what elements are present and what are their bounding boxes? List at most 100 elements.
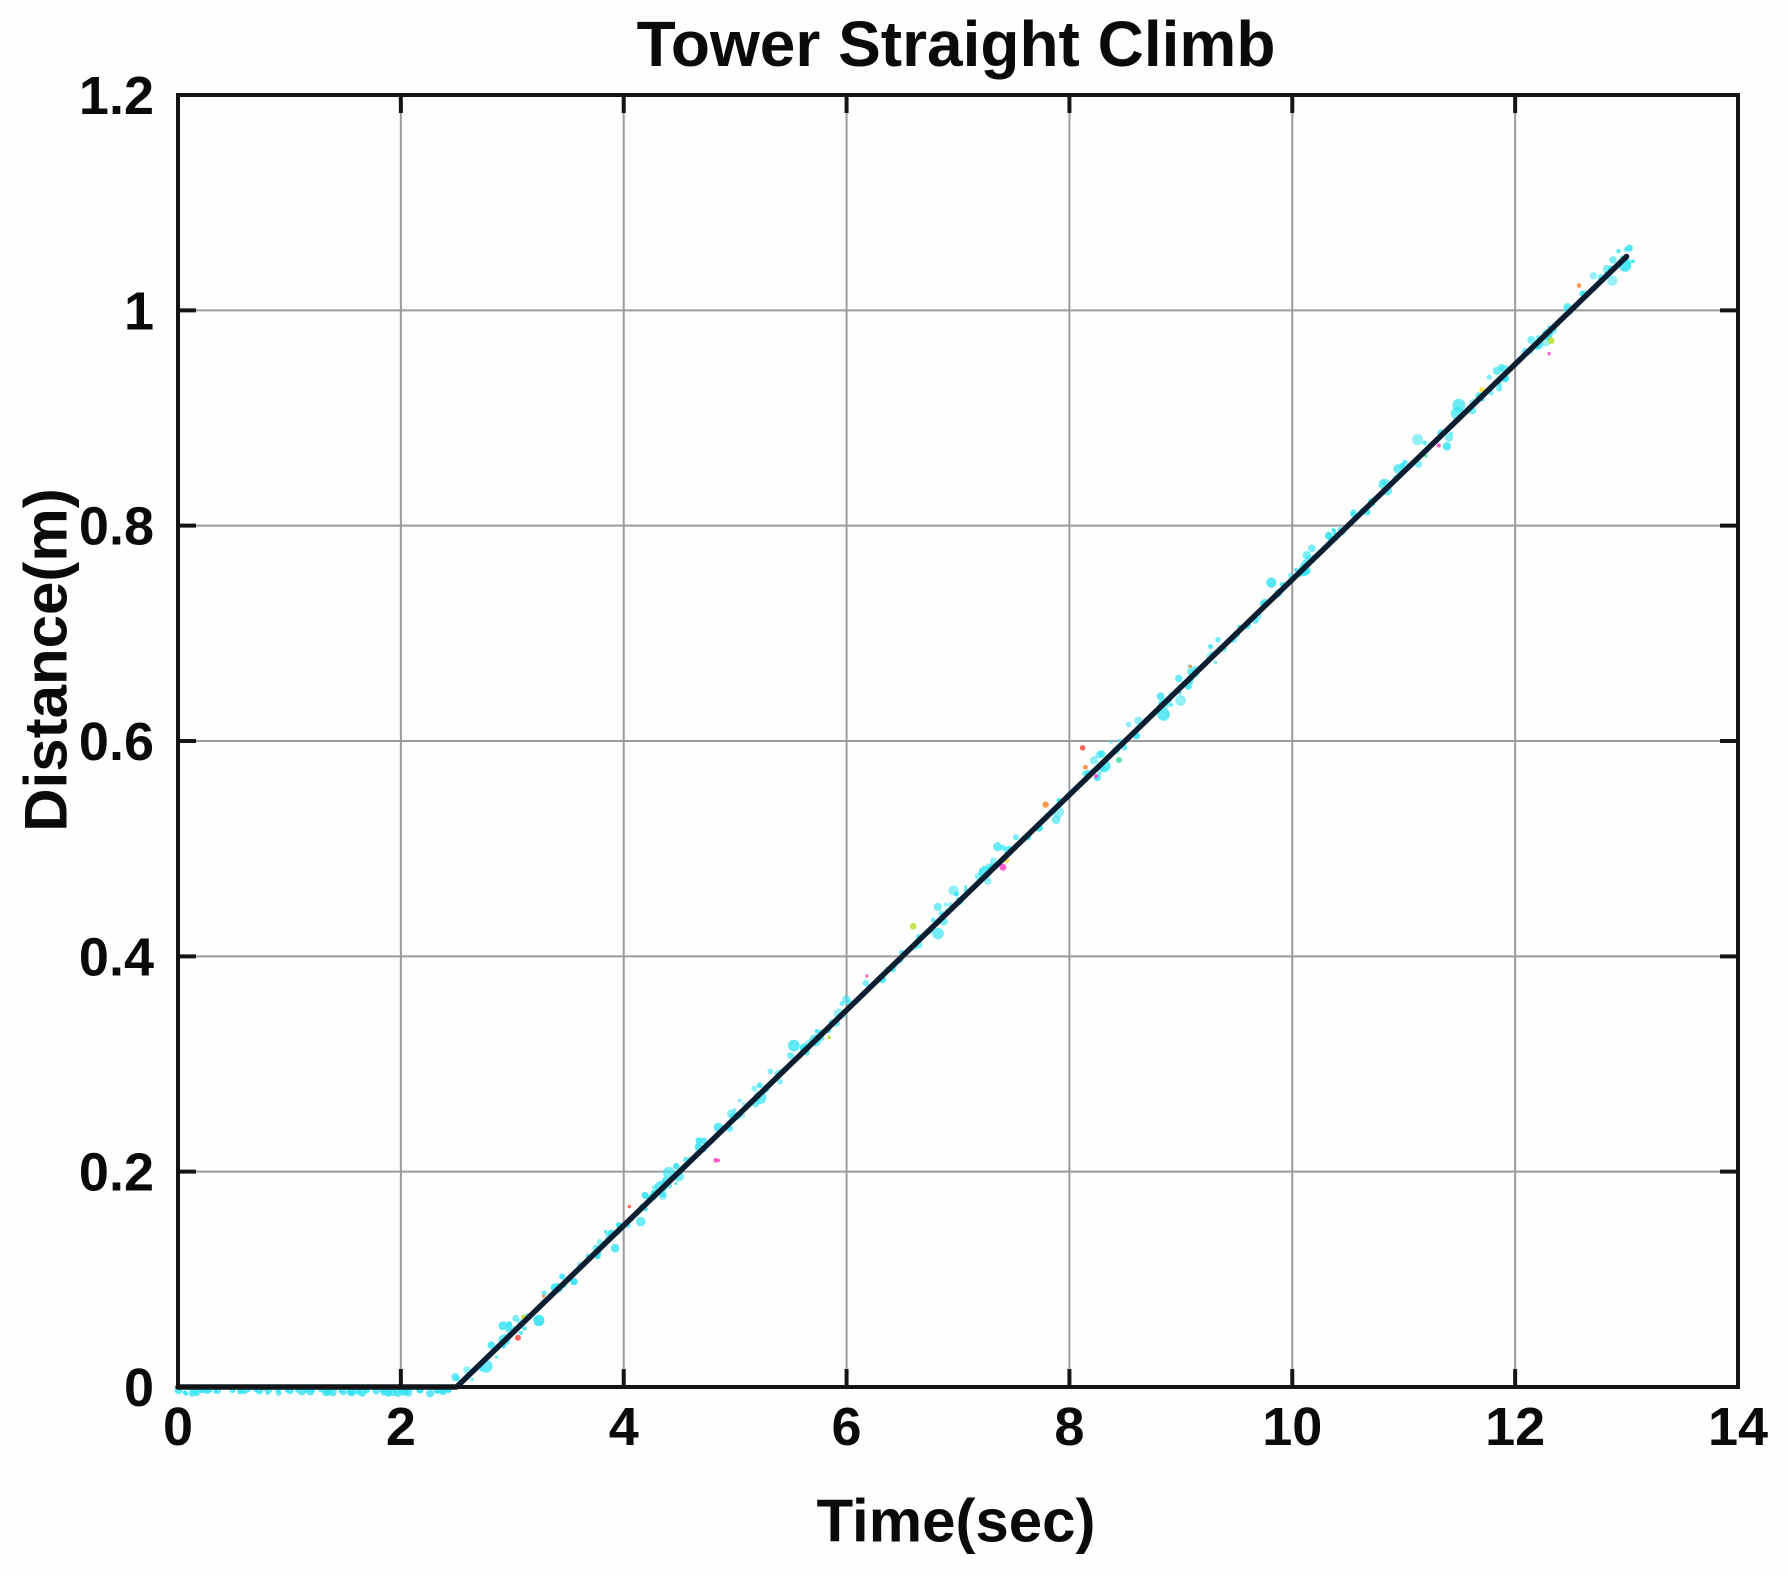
scatter-point: [1000, 844, 1006, 851]
scatter-point: [1331, 528, 1336, 532]
noise-speck: [1082, 764, 1088, 770]
scatter-point: [674, 1181, 678, 1186]
noise-speck: [1436, 443, 1441, 448]
scatter-point: [518, 1330, 523, 1335]
scatter-point: [182, 1390, 188, 1395]
scatter-point: [673, 1162, 680, 1170]
y-tick-label: 0.6: [79, 712, 154, 772]
noise-speck: [1547, 351, 1551, 356]
scatter-point: [1616, 248, 1621, 254]
scatter-point: [1631, 259, 1635, 264]
scatter-point: [559, 1273, 566, 1280]
scatter-point: [533, 1314, 545, 1327]
noise-speck: [1576, 283, 1582, 288]
noise-speck: [713, 1157, 719, 1163]
scatter-point: [788, 1039, 800, 1052]
scatter-point: [1095, 750, 1104, 759]
scatter-point: [1097, 771, 1102, 776]
x-tick-label: 2: [386, 1397, 416, 1457]
scatter-point: [1589, 271, 1598, 280]
y-tick-label: 0.4: [79, 927, 154, 987]
scatter-point: [418, 1388, 423, 1394]
scatter-point: [541, 1290, 547, 1296]
scatter-point: [1381, 480, 1387, 486]
noise-speck: [541, 1294, 546, 1298]
y-tick-label: 1: [124, 281, 154, 341]
noise-speck: [1115, 756, 1122, 763]
scatter-point: [1051, 815, 1061, 824]
scatter-point: [498, 1321, 508, 1331]
scatter-point: [1486, 374, 1492, 380]
scatter-point: [1607, 275, 1618, 287]
scatter-point: [487, 1341, 496, 1350]
y-tick-label: 1.2: [79, 66, 154, 126]
scatter-point: [948, 885, 959, 896]
scatter-point: [522, 1326, 527, 1331]
scatter-point: [1266, 577, 1277, 588]
x-tick-label: 10: [1262, 1397, 1322, 1457]
noise-speck: [999, 863, 1007, 871]
scatter-point: [741, 1101, 746, 1106]
scatter-point: [1175, 674, 1183, 683]
scatter-point: [658, 1191, 668, 1200]
scatter-point: [479, 1366, 484, 1372]
scatter-point: [1527, 335, 1536, 344]
scatter-point: [494, 1355, 499, 1359]
scatter-point: [993, 842, 1002, 852]
x-tick-label: 8: [1054, 1397, 1084, 1457]
scatter-point: [787, 1052, 794, 1059]
scatter-point: [404, 1388, 413, 1397]
x-tick-label: 4: [609, 1397, 639, 1457]
scatter-point: [652, 1184, 658, 1190]
scatter-point: [756, 1082, 763, 1089]
scatter-point: [984, 877, 992, 885]
scatter-point: [326, 1389, 333, 1395]
noise-speck: [1547, 337, 1555, 345]
scatter-point: [426, 1389, 435, 1398]
y-tick-label: 0.8: [79, 497, 154, 557]
scatter-point: [737, 1098, 742, 1103]
scatter-point: [357, 1390, 363, 1396]
scatter-point: [505, 1321, 513, 1328]
scatter-point: [777, 1079, 783, 1085]
scatter-point: [213, 1389, 218, 1394]
scatter-point: [603, 1229, 608, 1234]
scatter-point: [1157, 708, 1170, 721]
scatter-point: [814, 1029, 819, 1034]
scatter-point: [339, 1388, 347, 1396]
scatter-point: [1294, 568, 1298, 572]
scatter-point: [1623, 246, 1629, 252]
scatter-point: [930, 917, 936, 923]
scatter-point: [641, 1191, 649, 1199]
y-tick-label: 0: [124, 1358, 154, 1418]
scatter-point: [1412, 433, 1424, 446]
noise-speck: [865, 974, 869, 978]
scatter-point: [1175, 694, 1187, 706]
noise-speck: [1424, 454, 1428, 458]
scatter-point: [188, 1390, 196, 1397]
scatter-point: [751, 1085, 758, 1092]
scatter-point: [1452, 398, 1466, 412]
scatter-point: [963, 885, 968, 889]
x-tick-label: 0: [163, 1397, 193, 1457]
noise-speck: [1042, 801, 1049, 808]
scatter-point: [1442, 442, 1452, 451]
x-tick-label: 14: [1708, 1397, 1768, 1457]
scatter-point: [610, 1243, 620, 1253]
scatter-point: [265, 1390, 270, 1396]
scatter-point: [695, 1137, 703, 1145]
scatter-point: [943, 902, 948, 907]
noise-speck: [1188, 664, 1193, 669]
noise-speck: [827, 1035, 831, 1040]
scatter-point: [862, 979, 870, 987]
y-tick-label: 0.2: [79, 1143, 154, 1203]
scatter-point: [932, 927, 944, 940]
scatter-point: [570, 1278, 578, 1286]
scatter-point: [635, 1216, 646, 1227]
scatter-point: [1109, 740, 1113, 744]
noise-speck: [909, 922, 917, 930]
scatter-point: [1012, 834, 1019, 841]
scatter-point: [470, 1377, 474, 1382]
x-tick-label: 6: [832, 1397, 862, 1457]
